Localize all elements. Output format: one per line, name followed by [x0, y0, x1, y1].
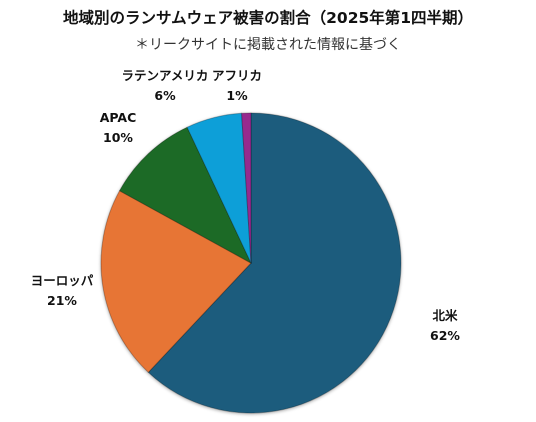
slice-label-4: アフリカ: [212, 68, 262, 83]
chart-title: 地域別のランサムウェア被害の割合（2025年第1四半期）: [62, 9, 474, 27]
slice-label-2: APAC: [100, 110, 137, 125]
slice-value-4: 1%: [226, 88, 248, 103]
pie-slice-1: [100, 190, 252, 374]
slice-label-1: ヨーロッパ: [31, 273, 94, 288]
pie-slice-2: [118, 126, 253, 265]
slice-label-3: ラテンアメリカ: [122, 68, 209, 83]
pie-slice-4: [241, 112, 252, 264]
chart-subtitle: ＊リークサイトに掲載された情報に基づく: [135, 37, 401, 53]
slice-value-3: 6%: [154, 88, 176, 103]
slice-label-0: 北米: [432, 308, 458, 323]
slice-value-0: 62%: [430, 328, 460, 343]
slice-value-1: 21%: [47, 293, 77, 308]
pie-slice-0: [147, 112, 402, 414]
slice-value-2: 10%: [103, 130, 133, 145]
